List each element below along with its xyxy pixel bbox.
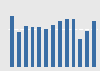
Bar [92, 21, 96, 67]
Bar [78, 39, 82, 67]
Bar [65, 19, 68, 67]
Bar [72, 19, 75, 67]
Bar [24, 26, 28, 67]
Bar [10, 16, 14, 67]
Bar [51, 25, 55, 67]
Bar [44, 29, 48, 67]
Bar [17, 32, 21, 67]
Bar [38, 27, 41, 67]
Bar [58, 21, 62, 67]
Bar [85, 31, 89, 67]
Bar [31, 27, 34, 67]
